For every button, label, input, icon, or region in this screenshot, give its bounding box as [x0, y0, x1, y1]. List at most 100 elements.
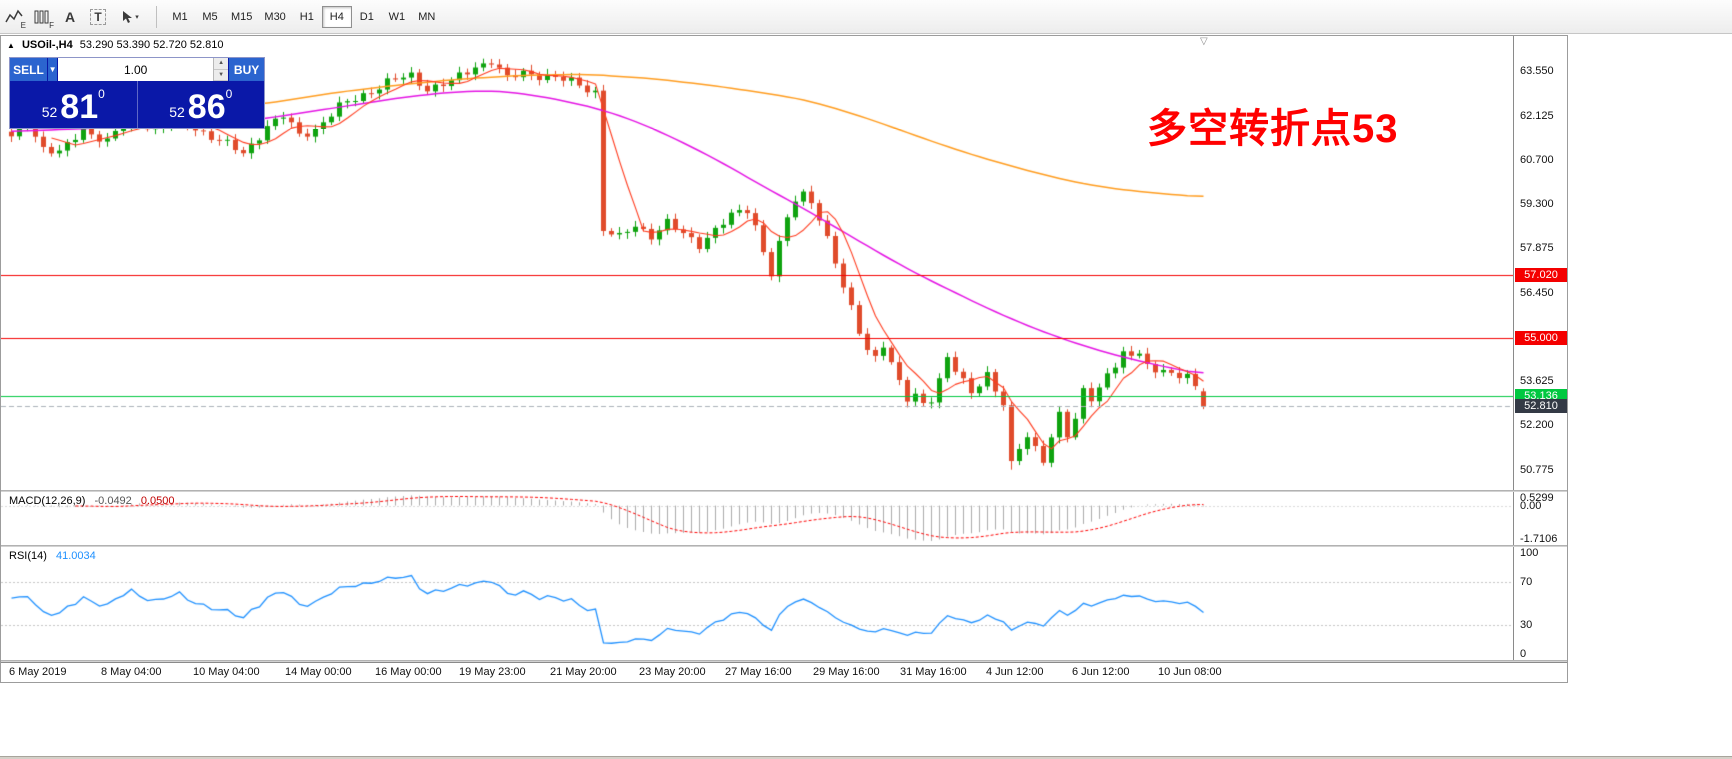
- price-axis-label: 59.300: [1520, 197, 1554, 210]
- time-axis-label: 19 May 23:00: [459, 666, 526, 678]
- sell-price-whole: 52: [41, 104, 58, 120]
- time-axis[interactable]: 6 May 2019 8 May 04:00 10 May 04:00 14 May …: [1, 662, 1567, 682]
- time-axis-label: 29 May 16:00: [813, 666, 880, 678]
- timeframe-button-h4[interactable]: H4: [321, 5, 352, 28]
- dropdown-caret-icon: ▾: [135, 13, 139, 21]
- pane-splitter[interactable]: [1, 490, 1567, 492]
- volume-input[interactable]: [58, 58, 214, 81]
- price-axis-label: 52.200: [1520, 419, 1554, 432]
- chart-mode-icon[interactable]: E: [1, 5, 27, 30]
- sell-price-pips: 81: [60, 88, 99, 126]
- buy-price-whole: 52: [169, 104, 185, 120]
- rsi-axis-label: 0: [1520, 648, 1527, 660]
- toolbar-separator: [156, 5, 157, 28]
- rsi-value: 41.0034: [55, 550, 96, 562]
- price-axis-label: 50.775: [1520, 463, 1554, 476]
- chart-symbol-title: USOil-,H4: [21, 39, 73, 51]
- timeframe-group: M1 M5 M15 M30 H1 H4 D1 W1 MN: [165, 5, 442, 28]
- pane-splitter[interactable]: [1, 545, 1567, 547]
- volume-spinner: ▲ ▼: [213, 58, 229, 81]
- time-axis-label: 16 May 00:00: [375, 666, 442, 678]
- timeframe-button-mn[interactable]: MN: [418, 10, 436, 23]
- buy-price-display[interactable]: 52 86 0: [138, 81, 265, 128]
- timeframe-button-m30[interactable]: M30: [264, 10, 286, 23]
- buy-button[interactable]: BUY: [228, 58, 265, 81]
- chart-shift-marker-icon[interactable]: ▽: [1200, 36, 1208, 47]
- macd-pane: MACD(12,26,9) -0.0492 0.0500 0.5299 0.00 -…: [1, 492, 1567, 545]
- time-axis-label: 14 May 00:00: [285, 666, 352, 678]
- price-level-badge: 52.810: [1515, 399, 1567, 414]
- trade-controls-row: SELL ▼ ▲ ▼ BUY: [10, 58, 265, 81]
- price-level-badge: 57.020: [1515, 267, 1567, 282]
- timeframe-button-d1[interactable]: D1: [359, 10, 374, 23]
- price-axis-label: 56.450: [1520, 286, 1554, 299]
- timeframe-button-m15[interactable]: M15: [231, 10, 253, 23]
- price-axis-label: 57.875: [1520, 242, 1554, 255]
- chart-annotation-text[interactable]: 多空转折点53: [1147, 107, 1399, 151]
- rsi-axis-label: 30: [1520, 619, 1533, 632]
- macd-label: MACD(12,26,9) -0.0492 0.0500: [9, 495, 175, 507]
- top-toolbar: E F A T ▾ M1 M5 M15 M30 H1 H4 D1 W1 MN: [0, 0, 1732, 34]
- time-axis-label: 21 May 20:00: [550, 666, 617, 678]
- timeframe-button-h1[interactable]: H1: [299, 10, 314, 23]
- buy-price-pips: 86: [187, 88, 226, 126]
- grid-bars-icon: [34, 10, 49, 23]
- bottom-empty-area: [0, 684, 1732, 756]
- zigzag-chart-icon: [5, 9, 23, 23]
- time-axis-label: 6 May 2019: [9, 666, 67, 678]
- chart-ohlc-values: 53.290 53.390 52.720 52.810: [79, 39, 224, 51]
- macd-axis-label: 0.00: [1520, 499, 1542, 512]
- price-axis[interactable]: 63.550 62.125 60.700 59.300 57.875 56.450 53.6…: [1513, 36, 1567, 490]
- timeframe-button-m1[interactable]: M1: [172, 10, 188, 23]
- price-axis-label: 60.700: [1520, 154, 1554, 167]
- rsi-axis[interactable]: 100 70 30 0: [1513, 547, 1567, 660]
- indicator-grid-icon[interactable]: F: [29, 5, 55, 30]
- price-axis-label: 53.625: [1520, 374, 1554, 387]
- cursor-tool-icon[interactable]: ▾: [113, 5, 147, 29]
- rsi-canvas[interactable]: [1, 547, 1513, 660]
- buy-price-point: 0: [225, 87, 233, 101]
- one-click-trading-panel: SELL ▼ ▲ ▼ BUY 52 81 0 52: [9, 57, 265, 129]
- time-axis-label: 8 May 04:00: [101, 666, 162, 678]
- volume-down-button[interactable]: ▼: [214, 69, 229, 81]
- time-axis-label: 6 Jun 12:00: [1072, 666, 1130, 678]
- macd-title: MACD(12,26,9): [9, 495, 86, 507]
- rsi-label: RSI(14) 41.0034: [9, 550, 96, 562]
- text-a-icon[interactable]: A: [64, 8, 76, 25]
- chart-window: ▲ USOil-,H4 53.290 53.390 52.720 52.810 …: [0, 35, 1568, 683]
- symbol-info-line: ▲ USOil-,H4 53.290 53.390 52.720 52.810: [7, 39, 224, 51]
- price-axis-label: 63.550: [1520, 65, 1554, 78]
- volume-box: ▲ ▼: [58, 58, 229, 81]
- sell-price-point: 0: [98, 87, 105, 101]
- price-axis-label: 62.125: [1520, 109, 1554, 122]
- time-axis-label: 27 May 16:00: [725, 666, 792, 678]
- macd-signal-value: 0.0500: [140, 495, 175, 507]
- time-axis-label: 10 May 04:00: [193, 666, 260, 678]
- timeframe-button-m5[interactable]: M5: [202, 10, 218, 23]
- sell-button[interactable]: SELL: [10, 58, 49, 81]
- time-axis-label: 23 May 20:00: [639, 666, 706, 678]
- time-axis-label: 4 Jun 12:00: [986, 666, 1044, 678]
- rsi-axis-label: 70: [1520, 575, 1533, 588]
- trade-prices-row: 52 81 0 52 86 0: [10, 81, 264, 128]
- text-t-icon[interactable]: T: [85, 5, 111, 29]
- main-chart-pane: ▲ USOil-,H4 53.290 53.390 52.720 52.810 …: [1, 36, 1567, 490]
- one-click-toggle-icon[interactable]: ▲: [7, 41, 15, 50]
- time-axis-label: 31 May 16:00: [900, 666, 967, 678]
- order-type-dropdown[interactable]: ▼: [48, 58, 59, 81]
- macd-canvas[interactable]: [1, 492, 1513, 545]
- icon-sub-label: F: [49, 20, 54, 30]
- pane-splitter[interactable]: [1, 660, 1567, 662]
- macd-axis[interactable]: 0.5299 0.00 -1.7106: [1513, 492, 1567, 545]
- icon-sub-label: E: [20, 20, 26, 30]
- cursor-arrow-icon: [123, 10, 133, 23]
- time-axis-label: 10 Jun 08:00: [1158, 666, 1222, 678]
- timeframe-button-w1[interactable]: W1: [388, 10, 406, 23]
- sell-price-display[interactable]: 52 81 0: [10, 81, 138, 128]
- price-level-badge: 55.000: [1515, 331, 1567, 345]
- macd-axis-label: 0.5299: [1520, 492, 1554, 504]
- rsi-pane: RSI(14) 41.0034 100 70 30 0: [1, 547, 1567, 660]
- rsi-axis-label: 100: [1520, 547, 1539, 559]
- volume-up-button[interactable]: ▲: [214, 58, 229, 70]
- rsi-title: RSI(14): [9, 550, 47, 562]
